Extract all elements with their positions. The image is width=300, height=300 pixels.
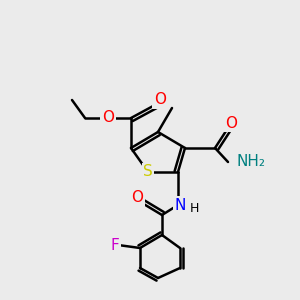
Text: F: F [111,238,119,253]
Text: O: O [102,110,114,125]
Text: N: N [174,197,186,212]
Text: O: O [225,116,237,130]
Text: NH₂: NH₂ [236,154,265,169]
Text: O: O [131,190,143,206]
Text: H: H [189,202,199,214]
Text: S: S [143,164,153,179]
Text: O: O [154,92,166,107]
